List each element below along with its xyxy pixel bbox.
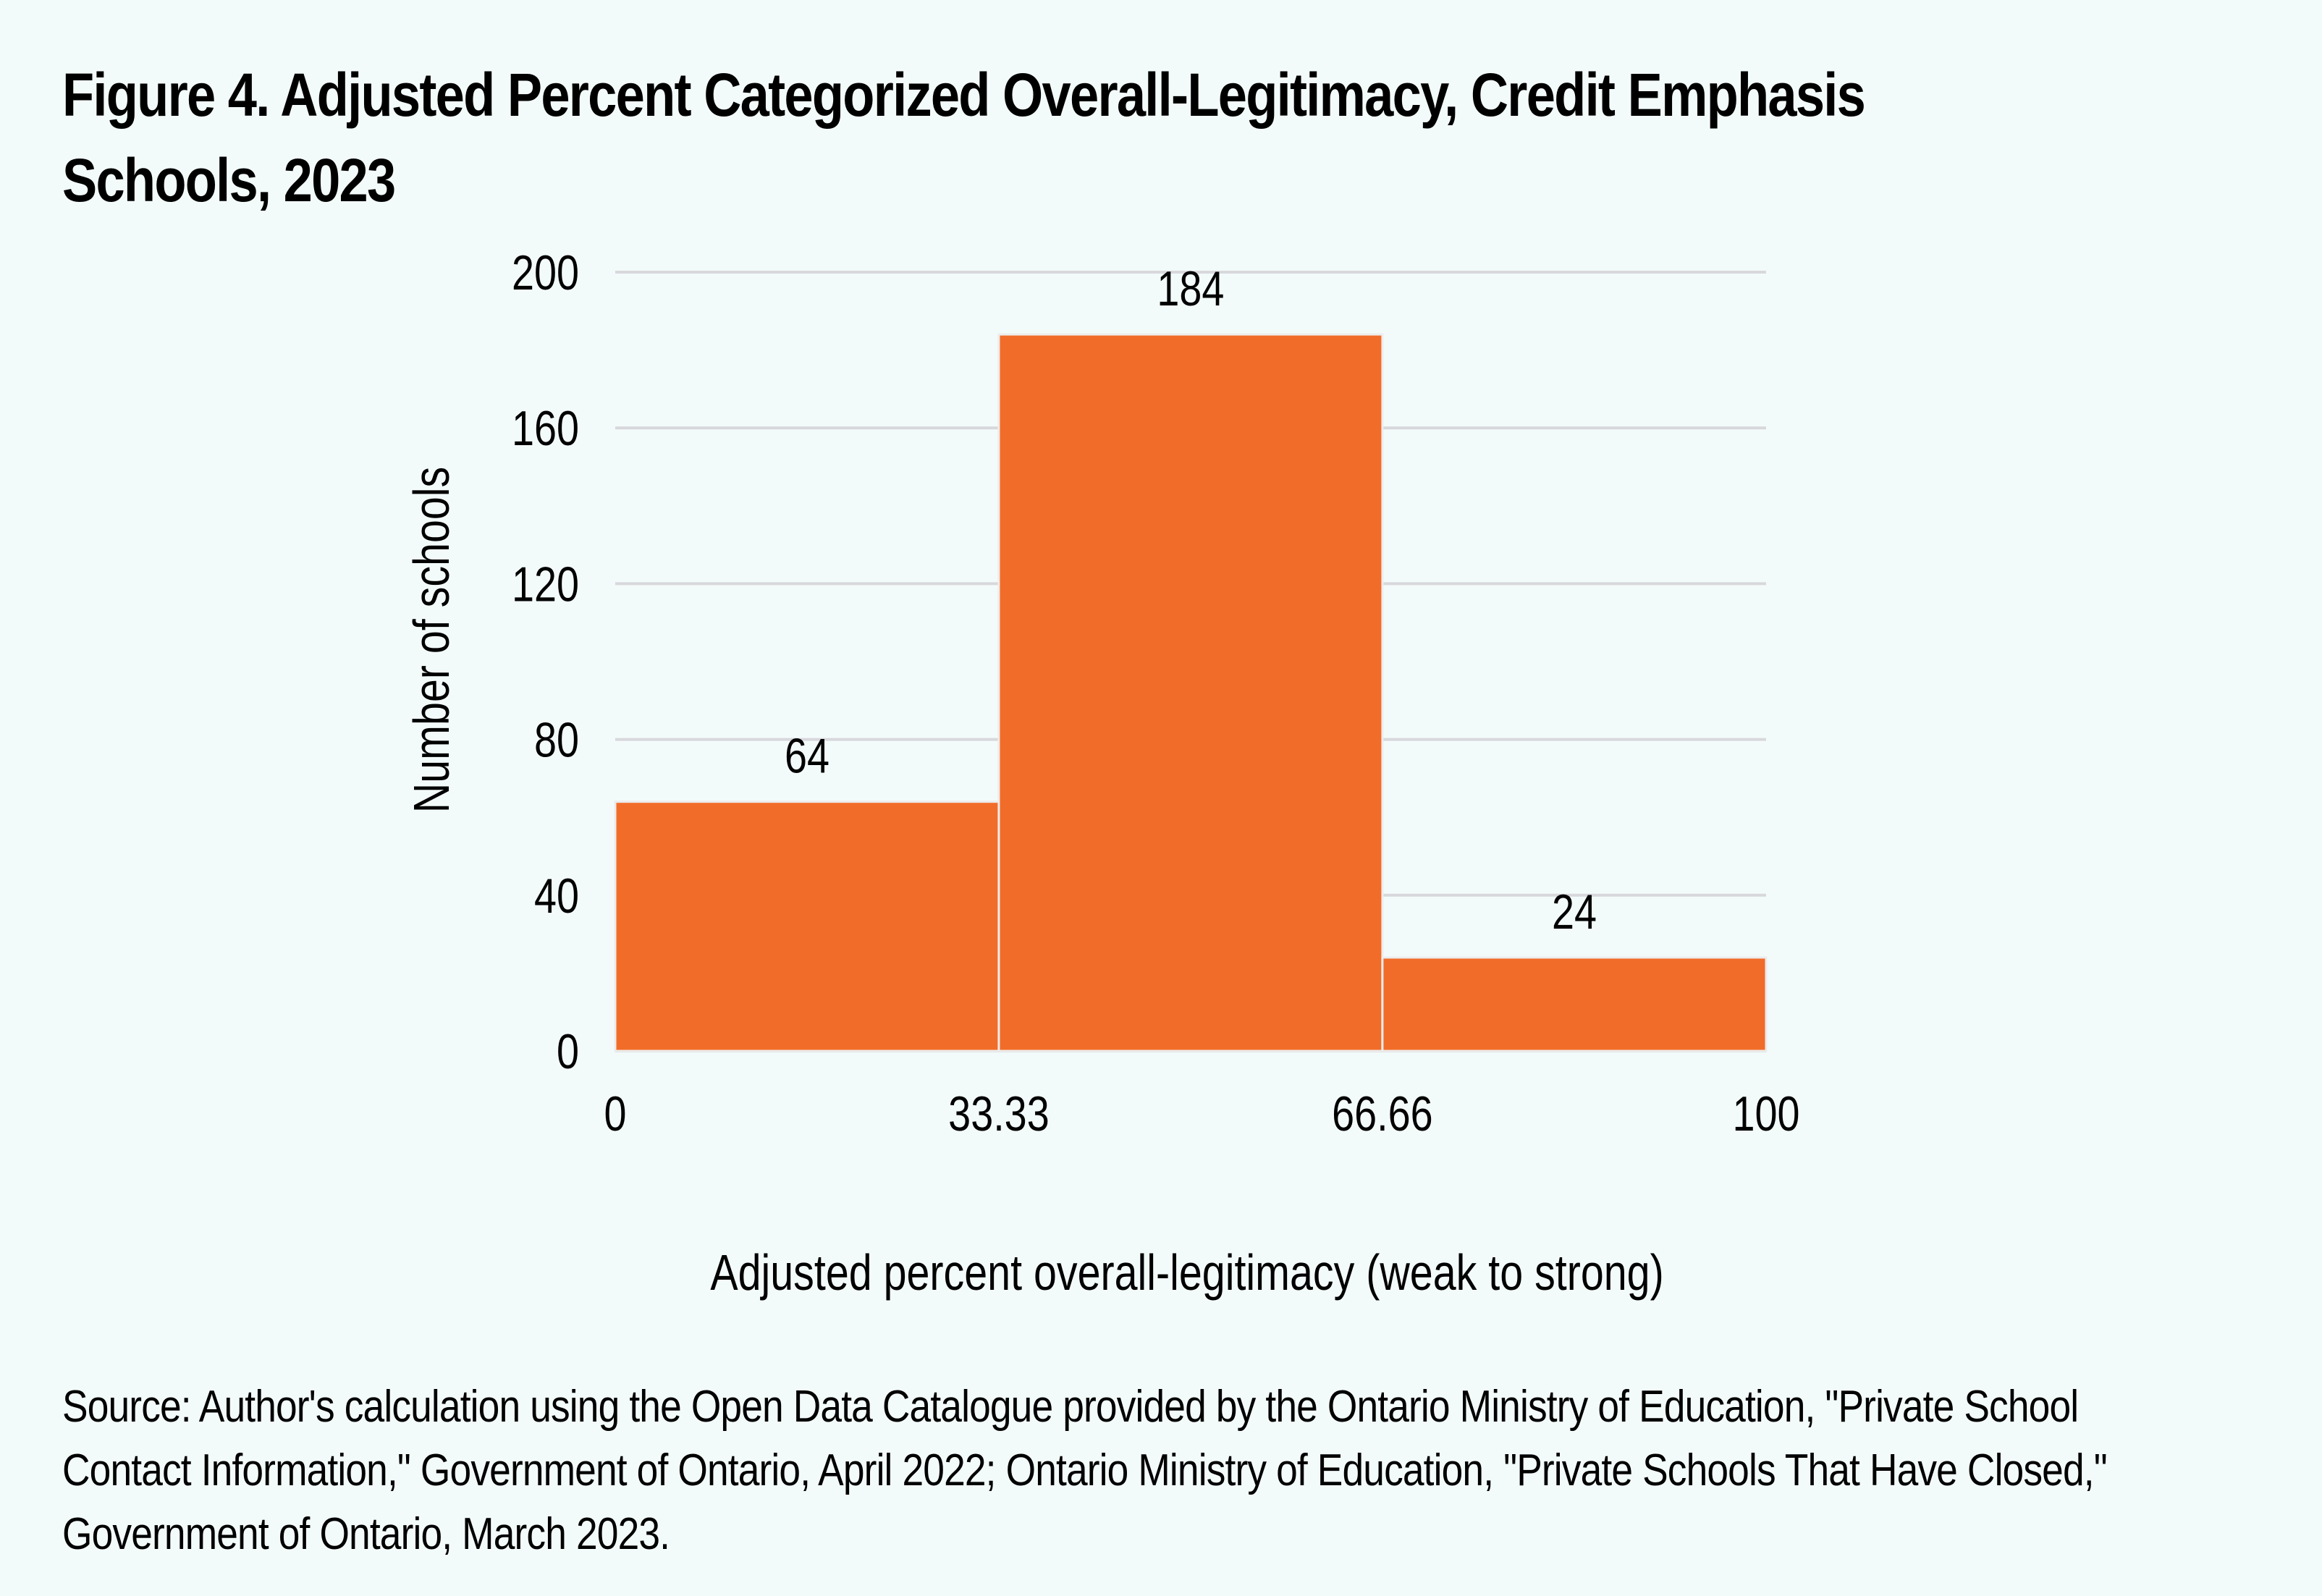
x-tick-label: 33.33 [948, 1087, 1050, 1141]
y-tick-label: 200 [512, 246, 579, 300]
bar [614, 801, 1000, 1052]
data-label: 64 [785, 730, 829, 784]
data-label: 184 [1157, 262, 1224, 316]
bar [997, 333, 1384, 1052]
y-tick-label: 160 [512, 402, 579, 456]
y-tick-label: 120 [512, 557, 579, 612]
bar [1381, 956, 1768, 1052]
y-tick-label: 40 [534, 869, 579, 924]
y-axis-ticks: 0 40 80 120 160 200 [512, 246, 579, 1079]
y-tick-label: 80 [534, 713, 579, 767]
x-tick-label: 100 [1732, 1087, 1799, 1141]
data-label: 24 [1552, 885, 1597, 940]
figure-title: Figure 4. Adjusted Percent Categorized O… [62, 61, 1866, 214]
x-axis-label: Adjusted percent overall-legitimacy (wea… [710, 1244, 1663, 1301]
source-note: Source: Author's calculation using the O… [62, 1382, 2108, 1559]
y-axis-label: Number of schools [403, 467, 460, 813]
bars [614, 333, 1768, 1052]
x-tick-label: 0 [604, 1087, 626, 1141]
x-tick-label: 66.66 [1332, 1087, 1433, 1141]
data-labels: 64 184 24 [785, 262, 1597, 940]
x-axis-ticks: 0 33.33 66.66 100 [604, 1087, 1799, 1141]
y-tick-label: 0 [557, 1025, 579, 1079]
